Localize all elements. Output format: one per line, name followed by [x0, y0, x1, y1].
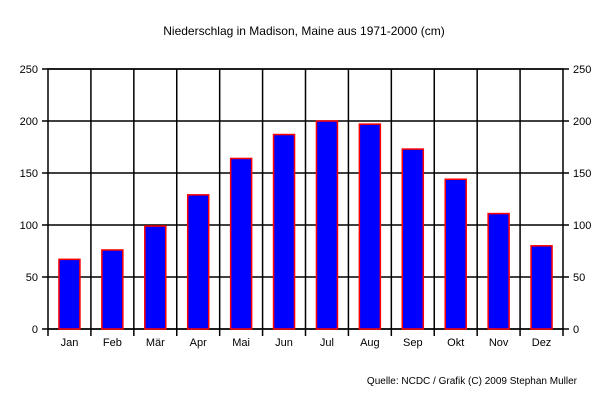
x-tick-label: Mär: [146, 337, 165, 349]
y-tick-label-right: 50: [573, 272, 585, 284]
x-tick-label: Jan: [61, 337, 79, 349]
y-tick-label-right: 0: [573, 324, 579, 336]
y-tick-label-right: 150: [573, 168, 591, 180]
y-tick-label-left: 200: [20, 116, 38, 128]
bar-sep: [401, 148, 425, 330]
bar-mai: [229, 157, 253, 330]
bar-feb: [101, 249, 124, 330]
y-tick-label-left: 150: [20, 168, 38, 180]
y-tick-label-left: 250: [20, 64, 38, 76]
bar-dez: [530, 245, 553, 330]
bar-aug: [358, 123, 382, 330]
x-tick-label: Jun: [275, 337, 293, 349]
x-tick-label: Aug: [360, 337, 380, 349]
x-tick-label: Sep: [403, 337, 423, 349]
bar-okt: [444, 178, 467, 330]
y-tick-label-left: 0: [32, 324, 38, 336]
x-tick-label: Apr: [190, 337, 207, 349]
y-tick-label-left: 100: [20, 220, 38, 232]
x-tick-label: Okt: [447, 337, 464, 349]
bar-apr: [186, 194, 210, 330]
bar-nov: [487, 212, 510, 330]
bar-jul: [315, 120, 339, 330]
bar-mär: [144, 225, 167, 330]
x-tick-label: Nov: [489, 337, 509, 349]
y-tick-label-right: 100: [573, 220, 591, 232]
x-tick-label: Dez: [532, 337, 552, 349]
y-tick-label-left: 50: [26, 272, 38, 284]
x-tick-label: Feb: [103, 337, 122, 349]
chart-title: Niederschlag in Madison, Maine aus 1971-…: [163, 24, 444, 38]
x-tick-label: Jul: [320, 337, 334, 349]
x-tick-label: Mai: [232, 337, 250, 349]
bar-jun: [272, 133, 296, 330]
y-tick-label-right: 250: [573, 64, 591, 76]
bar-jan: [58, 258, 81, 330]
y-tick-label-right: 200: [573, 116, 591, 128]
source-credit: Quelle: NCDC / Grafik (C) 2009 Stephan M…: [367, 376, 578, 387]
